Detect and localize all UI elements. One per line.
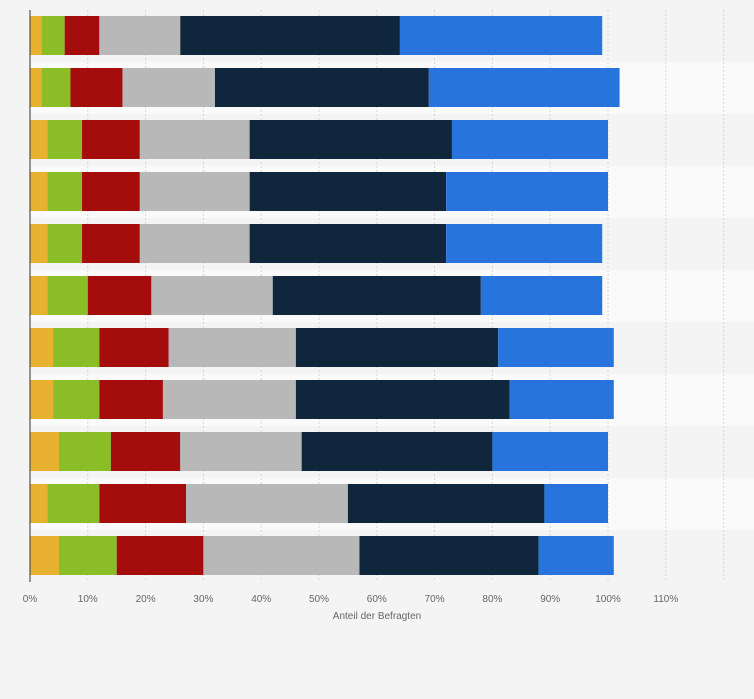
x-tick-label: 30% (193, 594, 213, 605)
bar-segment (295, 328, 499, 367)
x-axis-title: Anteil der Befragten (333, 611, 421, 622)
bar-segment (538, 536, 614, 575)
bar-segment (58, 536, 117, 575)
bar-segment (30, 328, 54, 367)
bar-segment (446, 172, 608, 211)
x-tick-label: 10% (78, 594, 98, 605)
bar-segment (272, 276, 481, 315)
bar-segment (82, 120, 140, 159)
bar-segment (82, 172, 140, 211)
bar-segment (544, 484, 608, 523)
x-tick-label: 70% (425, 594, 445, 605)
bar-segment (30, 16, 42, 55)
bar-segment (70, 68, 123, 107)
bar-segment (180, 16, 400, 55)
x-tick-label: 20% (136, 594, 156, 605)
bar-segment (214, 68, 429, 107)
bar-segment (162, 380, 296, 419)
bar-segment (41, 68, 71, 107)
bar-segment (47, 172, 83, 211)
bar-segment (249, 224, 447, 263)
bar-segment (116, 536, 204, 575)
bar-segment (30, 224, 48, 263)
bar-segment (110, 432, 181, 471)
bar-segment (347, 484, 545, 523)
x-tick-label: 100% (595, 594, 621, 605)
bar-segment (446, 224, 603, 263)
bar-segment (509, 380, 614, 419)
bar-segment (47, 484, 100, 523)
x-tick-label: 110% (653, 594, 678, 605)
x-axis-ticks: 0% 10% 20% 30% 40% 50% 60% 70% 80% 90% 100% 110% (23, 594, 679, 605)
bar-segment (399, 16, 603, 55)
bar-segment (249, 172, 447, 211)
bar-segment (295, 380, 510, 419)
bar-segment (428, 68, 620, 107)
bar-segment (492, 432, 608, 471)
bar-segment (53, 380, 100, 419)
bar-segment (30, 276, 48, 315)
bar-segment (203, 536, 360, 575)
bar-segment (58, 432, 111, 471)
bar-segment (47, 120, 83, 159)
bar-segment (82, 224, 140, 263)
bar-segment (99, 380, 163, 419)
x-tick-label: 0% (23, 594, 38, 605)
bar-segment (99, 484, 187, 523)
x-tick-label: 80% (482, 594, 502, 605)
bar-segment (30, 484, 48, 523)
bar-segment (151, 276, 273, 315)
bar-segment (53, 328, 100, 367)
bar-segment (498, 328, 614, 367)
bar-segment (180, 432, 302, 471)
bar-segment (41, 16, 65, 55)
bar-segment (480, 276, 603, 315)
bar-segment (30, 120, 48, 159)
bar-segment (47, 276, 88, 315)
x-tick-label: 40% (251, 594, 271, 605)
bar-segment (186, 484, 348, 523)
bar-segment (451, 120, 608, 159)
bar-segment (301, 432, 493, 471)
bar-segment (99, 328, 169, 367)
bar-segment (30, 380, 54, 419)
bar-segment (30, 432, 59, 471)
bar-segment (30, 536, 59, 575)
bar-segment (139, 224, 250, 263)
bars (30, 16, 620, 575)
x-tick-label: 90% (540, 594, 560, 605)
bar-segment (168, 328, 296, 367)
bar-segment (122, 68, 215, 107)
bar-segment (30, 68, 42, 107)
bar-segment (30, 172, 48, 211)
bar-segment (359, 536, 539, 575)
x-tick-label: 50% (309, 594, 329, 605)
bar-segment (139, 120, 250, 159)
bar-segment (139, 172, 250, 211)
x-tick-label: 60% (367, 594, 387, 605)
bar-segment (87, 276, 152, 315)
bar-segment (64, 16, 100, 55)
bar-segment (99, 16, 181, 55)
bar-segment (249, 120, 452, 159)
bar-segment (47, 224, 83, 263)
